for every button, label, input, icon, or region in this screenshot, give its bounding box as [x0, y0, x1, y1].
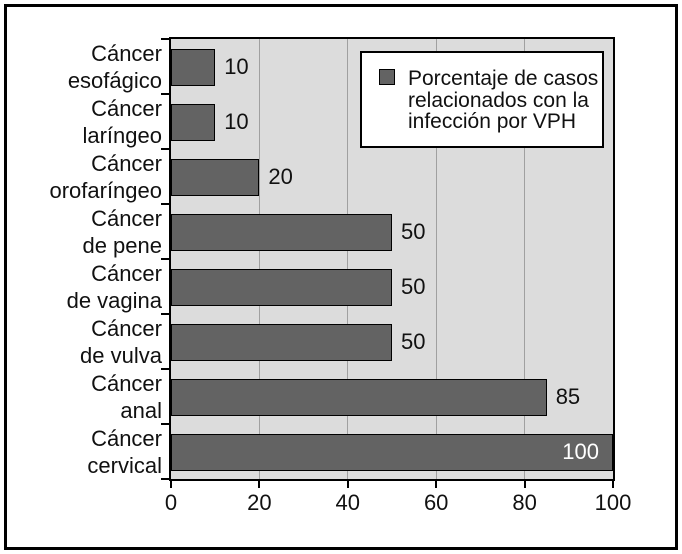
value-label: 50	[401, 274, 426, 299]
x-axis-tick	[170, 481, 172, 488]
y-axis-tick	[161, 38, 169, 40]
value-label: 10	[224, 109, 249, 134]
x-axis-tick	[346, 481, 349, 488]
value-label: 50	[401, 329, 426, 354]
value-label: 100	[562, 439, 599, 464]
x-axis-tick	[523, 481, 526, 488]
bar	[171, 379, 547, 416]
value-label: 20	[268, 164, 293, 189]
category-label: Cáncer de vulva	[80, 316, 162, 368]
x-axis-tick	[258, 481, 261, 488]
category-label: Cáncer anal	[91, 371, 162, 423]
y-axis-tick	[161, 258, 169, 260]
legend-line-3: infección por VPH	[408, 110, 577, 133]
x-tick-label: 100	[594, 490, 632, 515]
category-label: Cáncer orofaríngeo	[49, 151, 162, 203]
legend-swatch	[379, 69, 395, 85]
y-axis-tick	[161, 313, 169, 315]
gridline	[524, 39, 526, 479]
x-tick-label: 80	[512, 490, 537, 515]
category-label: Cáncer laríngeo	[82, 96, 162, 148]
legend: Porcentaje de casos relacionados con la …	[360, 51, 604, 148]
value-label: 85	[555, 384, 581, 409]
y-axis-tick	[161, 368, 169, 370]
y-axis-tick	[161, 203, 169, 205]
x-axis-tick	[612, 481, 614, 488]
x-tick-label: 0	[164, 490, 178, 515]
legend-line-1: Porcentaje de casos	[408, 67, 599, 90]
bar	[171, 49, 216, 86]
gridline	[347, 39, 349, 479]
x-tick-label: 60	[423, 490, 449, 515]
value-label: 10	[224, 54, 249, 79]
bar	[171, 104, 216, 141]
legend-label: Porcentaje de casos relacionados con la …	[408, 68, 598, 133]
bar	[171, 214, 392, 251]
y-axis-tick	[161, 423, 169, 425]
x-axis-tick	[435, 481, 438, 488]
x-tick-label: 40	[335, 490, 361, 515]
category-label: Cáncer cervical	[87, 426, 162, 478]
y-axis-tick	[161, 478, 169, 480]
value-label: 50	[401, 219, 426, 244]
bar	[171, 159, 260, 196]
category-label: Cáncer esofágico	[67, 41, 162, 93]
bar	[171, 434, 613, 471]
legend-line-2: relacionados con la	[408, 88, 589, 112]
x-tick-label: 20	[247, 490, 272, 515]
category-label: Cáncer de pene	[82, 206, 162, 258]
category-label: Cáncer de vagina	[66, 261, 162, 313]
gridline	[258, 39, 260, 479]
y-axis-tick	[161, 93, 169, 95]
bar	[171, 269, 392, 306]
gridline	[435, 39, 437, 479]
y-axis-tick	[161, 148, 169, 150]
bar	[171, 324, 392, 361]
